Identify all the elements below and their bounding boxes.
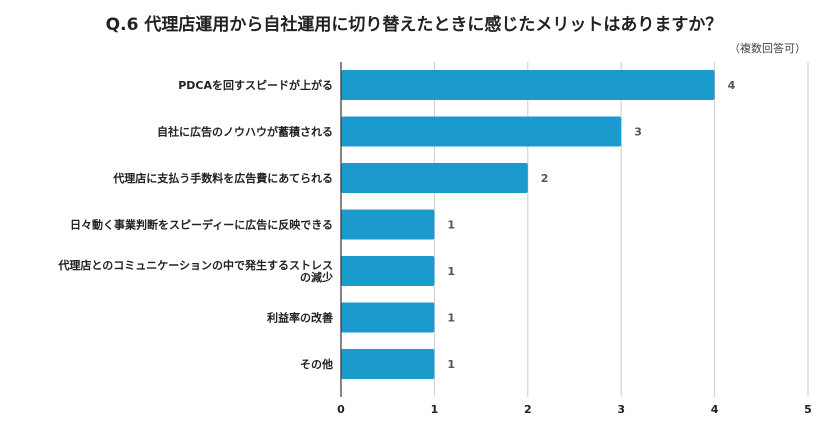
bar [341, 70, 715, 100]
data-label: 2 [541, 172, 549, 185]
data-label: 1 [447, 358, 455, 371]
bar [341, 256, 435, 286]
category-label: の減少 [300, 270, 333, 284]
chart-title: Q.6 代理店運用から自社運用に切り替えたときに感じたメリットはありますか？ [105, 15, 723, 35]
category-label: 利益率の改善 [267, 311, 333, 325]
chart-note: （複数回答可） [729, 42, 806, 55]
category-label: 日々動く事業判断をスピーディーに広告に反映できる [70, 218, 333, 232]
category-label: その他 [300, 357, 333, 371]
bars [341, 70, 715, 379]
bar [341, 163, 528, 193]
x-tick-label: 2 [524, 403, 532, 416]
data-label: 4 [728, 79, 736, 92]
data-label: 1 [447, 265, 455, 278]
gridlines [433, 62, 809, 397]
data-label: 1 [447, 219, 455, 232]
data-label: 1 [447, 312, 455, 325]
bar [341, 302, 435, 333]
bar [341, 349, 435, 379]
x-tick-label: 0 [337, 403, 345, 416]
data-label: 3 [634, 126, 642, 139]
bar [341, 209, 435, 240]
x-tick-label: 4 [711, 403, 719, 416]
category-label: 代理店とのコミュニケーションの中で発生するストレス [57, 258, 333, 272]
category-label: 自社に広告のノウハウが蓄積される [157, 125, 333, 139]
category-label: 代理店に支払う手数料を広告費にあてられる [112, 171, 333, 185]
x-tick-label: 1 [431, 403, 439, 416]
x-tick-label: 3 [617, 403, 625, 416]
bar [341, 116, 622, 147]
labels: 0 1 2 3 4 5 4 PDCAを回すスピードが上がる 3 自社に広告のノウハウが蓄積される 2… [57, 78, 812, 416]
category-label: PDCAを回すスピードが上がる [178, 78, 333, 92]
x-tick-label: 5 [804, 403, 812, 416]
